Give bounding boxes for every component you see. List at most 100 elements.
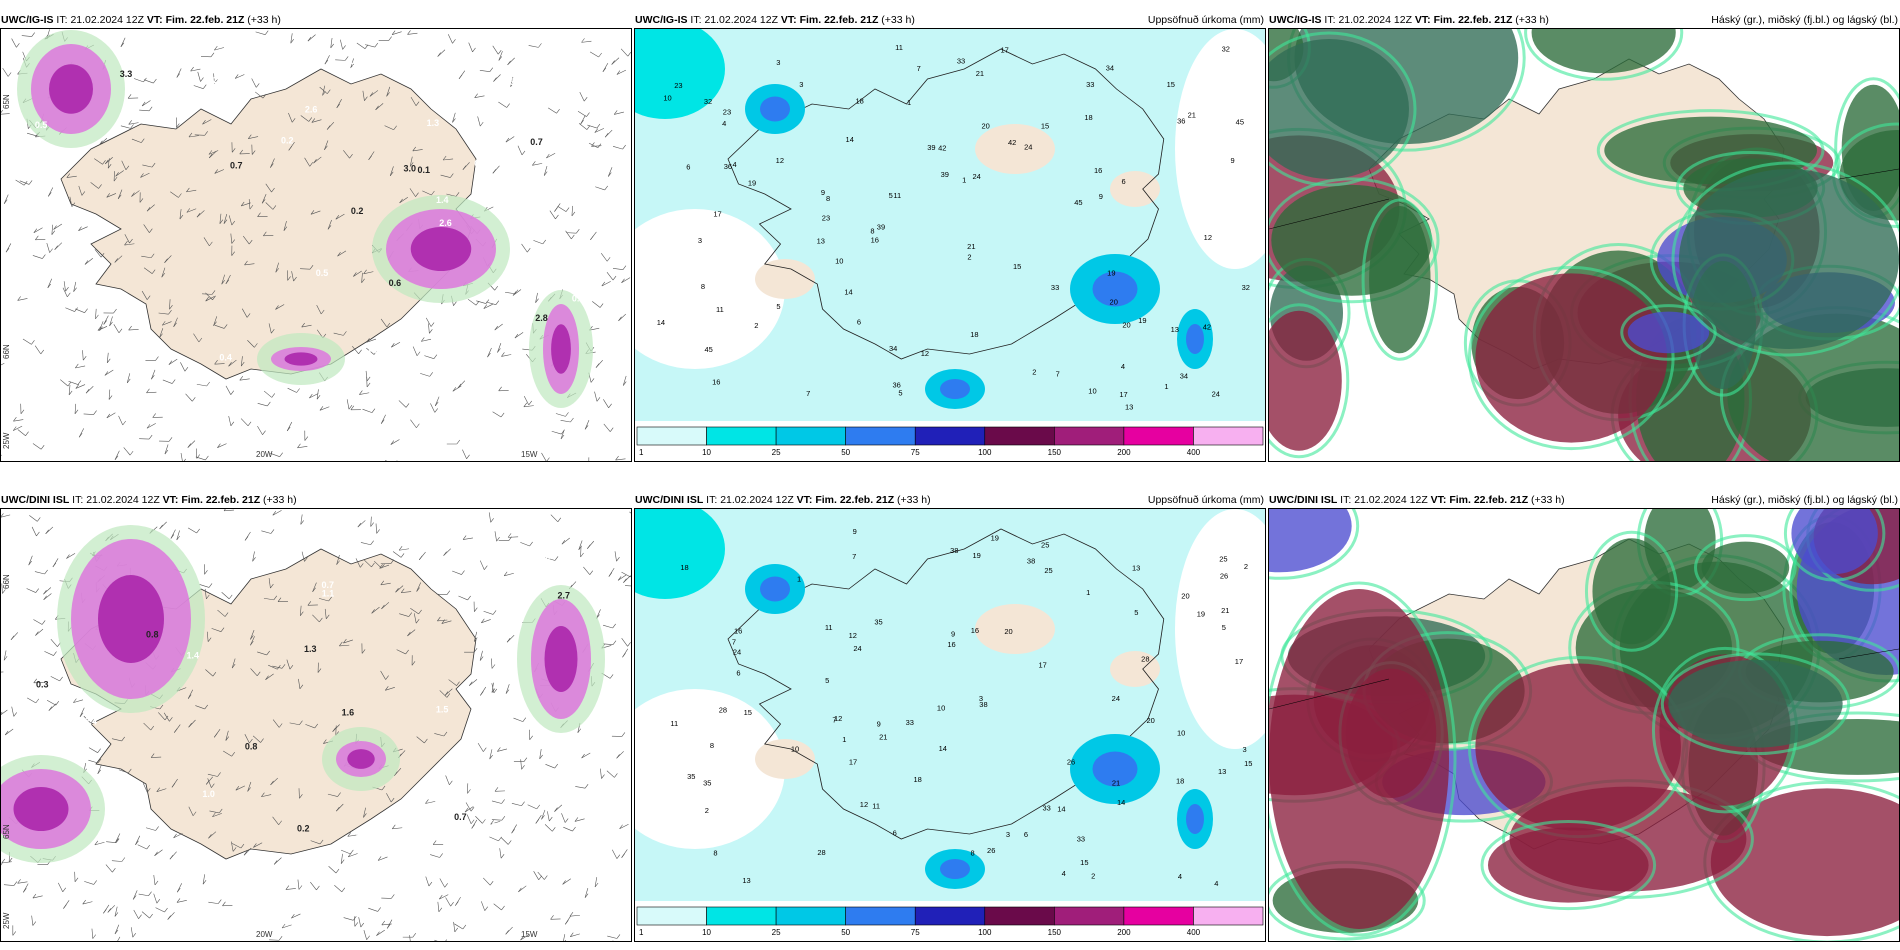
colorbar-tick-label: 1 [639, 928, 644, 937]
precip-value-label: 1.5 [502, 77, 515, 87]
precip-amount-label: 26 [1220, 572, 1228, 581]
wind-precip-map: 0.8 0.5 2.4 2.7 1.4 2.1 1.6 0.7 0.6 0.8 3.2 0.9 0.7 1… [0, 508, 632, 942]
precip-amount-label: 3 [698, 236, 702, 245]
panel-right-title: Háský (gr.), miðský (fj.bl.) og lágský (… [1711, 494, 1898, 506]
precip-amount-label: 1 [1086, 588, 1090, 597]
colorbar-tick-label: 100 [978, 448, 992, 457]
precip-amount-label: 24 [1112, 694, 1120, 703]
precip-amount-label: 1 [962, 176, 966, 185]
precip-amount-label: 7 [832, 716, 836, 725]
precip-amount-label: 1 [797, 574, 801, 583]
colorbar-segment [914, 906, 986, 926]
precip-amount-label: 8 [826, 194, 830, 203]
cloud-cover-map [1268, 508, 1900, 942]
precip-amount-label: 21 [976, 69, 984, 78]
precip-value-label: 2.6 [305, 105, 318, 115]
colorbar-tick-label: 1 [639, 448, 644, 457]
precip-amount-label: 18 [855, 97, 863, 106]
precip-amount-label: 16 [947, 640, 955, 649]
precip-value-label: 0.7 [230, 161, 243, 171]
colorbar-tick-label: 50 [841, 448, 850, 457]
precip-value-label: 0.7 [321, 580, 334, 590]
precip-amount-label: 25 [1044, 566, 1052, 575]
precip-amount-label: 13 [742, 876, 750, 885]
precip-amount-label: 6 [736, 669, 740, 678]
precip-value-label: 0.7 [454, 812, 467, 822]
precip-amount-label: 9 [951, 630, 955, 639]
precip-amount-label: 20 [981, 121, 989, 130]
panel-right-title: Uppsöfnuð úrkoma (mm) [1147, 14, 1264, 26]
precip-amount-label: 4 [1214, 879, 1218, 888]
precip-amount-label: 2 [754, 321, 758, 330]
precip-amount-label: 24 [1024, 142, 1032, 151]
precip-value-label: 1.0 [202, 789, 215, 799]
colorbar-segment [775, 426, 846, 446]
precip-amount-label: 26 [987, 846, 995, 855]
precip-amount-label: 13 [817, 236, 825, 245]
precip-amount-label: 15 [1244, 759, 1252, 768]
precip-amount-label: 3 [799, 80, 803, 89]
precip-amount-label: 7 [1056, 369, 1060, 378]
colorbar-segment [706, 906, 777, 926]
colorbar-tick-label: 150 [1048, 448, 1062, 457]
precip-amount-label: 3 [1006, 830, 1010, 839]
precip-amount-label: 2 [1032, 368, 1036, 377]
colorbar-tick-label: 100 [978, 928, 992, 937]
precip-amount-label: 33 [1077, 835, 1085, 844]
precip-amount-label: 25 [1041, 540, 1049, 549]
precip-amount-label: 4 [732, 160, 736, 169]
colorbar-segment [1193, 906, 1264, 926]
precip-amount-label: 13 [1218, 767, 1226, 776]
precip-amount-label: 7 [852, 552, 856, 561]
colorbar-segment [706, 426, 777, 446]
precip-value-label: 1.9 [367, 348, 380, 358]
precip-amount-label: 19 [1138, 316, 1146, 325]
precip-amount-label: 12 [921, 349, 929, 358]
precip-amount-label: 8 [870, 227, 874, 236]
precip-amount-label: 12 [860, 800, 868, 809]
precip-value-label: 0.6 [356, 830, 369, 840]
precip-value-label: 2.2 [206, 75, 219, 85]
colorbar-segment [1054, 426, 1125, 446]
precip-amount-label: 32 [1242, 283, 1250, 292]
precip-amount-label: 11 [872, 801, 880, 810]
precip-amount-label: 4 [1178, 872, 1182, 881]
precip-value-label: 3.0 [403, 164, 416, 174]
precip-amount-label: 8 [971, 848, 975, 857]
precip-amount-label: 5 [825, 676, 829, 685]
precip-amount-label: 24 [733, 648, 741, 657]
precip-amount-label: 10 [1177, 729, 1185, 738]
precip-amount-label: 16 [1094, 166, 1102, 175]
precip-amount-label: 6 [893, 828, 897, 837]
precip-amount-label: 32 [1222, 44, 1230, 53]
latitude-label: 65N [2, 824, 11, 839]
colorbar-tick-label: 200 [1117, 448, 1131, 457]
precip-amount-label: 11 [716, 305, 724, 314]
precip-value-label: 0.8 [538, 555, 551, 565]
accumulated-precip-map: 2 2 2 3 3 3 5 5 5 1 1 1 33 33 33 39 39 39 4 4 4 10 10 10 7 7 7 9 9 9 1… [634, 28, 1266, 462]
precip-value-label: 1.1 [322, 589, 335, 599]
precip-amount-label: 35 [687, 772, 695, 781]
precip-amount-label: 16 [971, 626, 979, 635]
panel-bottom-right: UWC/DINI ISL IT: 21.02.2024 12Z VT: Fim.… [1268, 490, 1900, 942]
precip-amount-label: 10 [663, 94, 671, 103]
latitude-label: 65N [2, 94, 11, 109]
precip-amount-label: 14 [657, 318, 665, 327]
precip-amount-label: 17 [713, 210, 721, 219]
precip-amount-label: 2 [1244, 562, 1248, 571]
precip-amount-label: 45 [705, 345, 713, 354]
precip-amount-label: 33 [1051, 283, 1059, 292]
precip-value-label: 1.5 [436, 705, 449, 715]
precip-amount-label: 35 [703, 778, 711, 787]
precip-amount-label: 9 [1230, 156, 1234, 165]
panel-title: UWC/DINI ISL IT: 21.02.2024 12Z VT: Fim.… [1269, 494, 1565, 506]
precip-amount-label: 9 [821, 188, 825, 197]
precip-amount-label: 4 [1062, 869, 1066, 878]
precip-value-label: 0.5 [35, 120, 48, 130]
panel-top-right: UWC/IG-IS IT: 21.02.2024 12Z VT: Fim. 22… [1268, 10, 1900, 462]
cloud-cover-map [1268, 28, 1900, 462]
panel-title: UWC/DINI ISL IT: 21.02.2024 12Z VT: Fim.… [1, 494, 297, 506]
precip-amount-label: 23 [723, 107, 731, 116]
precip-amount-label: 8 [710, 741, 714, 750]
precip-amount-label: 34 [889, 344, 897, 353]
